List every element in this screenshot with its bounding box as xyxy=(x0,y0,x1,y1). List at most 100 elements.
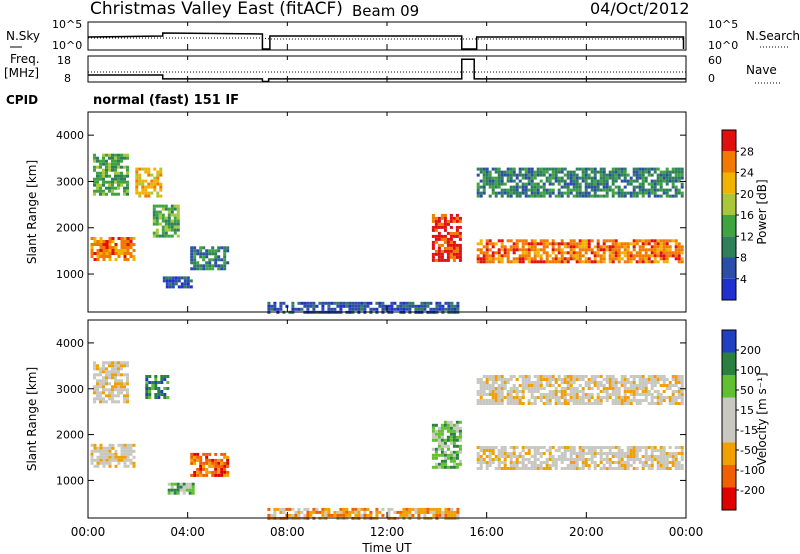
echo-cell xyxy=(629,464,633,467)
echo-cell xyxy=(199,461,203,465)
echo-cell xyxy=(381,513,385,517)
echo-cell xyxy=(584,452,588,455)
echo-cell xyxy=(102,379,105,383)
echo-cell xyxy=(635,173,639,177)
echo-cell xyxy=(494,381,498,384)
echo-cell xyxy=(431,258,435,262)
echo-cell xyxy=(536,260,540,264)
echo-cell xyxy=(668,402,672,405)
echo-cell xyxy=(599,188,603,192)
echo-cell xyxy=(509,179,513,183)
echo-cell xyxy=(608,387,612,390)
echo-cell xyxy=(611,251,615,255)
echo-cell xyxy=(677,461,681,464)
echo-cell xyxy=(605,452,609,455)
echo-cell xyxy=(500,191,504,195)
echo-cell xyxy=(333,301,337,305)
echo-cell xyxy=(596,387,600,390)
echo-cell xyxy=(674,254,678,258)
echo-cell xyxy=(435,307,439,311)
echo-cell xyxy=(674,242,678,246)
echo-cell xyxy=(557,378,561,381)
echo-cell xyxy=(575,455,579,458)
echo-cell xyxy=(518,402,522,405)
echo-cell xyxy=(476,188,480,192)
echo-cell xyxy=(557,179,561,183)
echo-cell xyxy=(193,473,197,477)
echo-cell xyxy=(102,180,105,184)
echo-cell xyxy=(491,185,495,189)
echo-cell xyxy=(614,239,618,243)
echo-cell xyxy=(596,182,600,186)
echo-cell xyxy=(165,282,169,286)
echo-cell xyxy=(587,393,591,396)
echo-cell xyxy=(641,375,645,378)
echo-cell xyxy=(160,378,164,381)
echo-cell xyxy=(354,513,358,517)
echo-cell xyxy=(524,464,528,467)
echo-cell xyxy=(647,393,651,396)
echo-cell xyxy=(123,249,127,252)
echo-cell xyxy=(530,402,534,405)
echo-cell xyxy=(488,248,492,252)
echo-cell xyxy=(626,182,630,186)
echo-cell xyxy=(578,167,582,171)
echo-cell xyxy=(671,239,675,243)
echo-cell xyxy=(369,510,373,514)
nsearch-tick-top: 10^5 xyxy=(708,18,738,31)
echo-cell xyxy=(629,458,633,461)
echo-cell xyxy=(551,375,555,378)
echo-cell xyxy=(173,488,177,492)
echo-cell xyxy=(147,173,151,177)
echo-cell xyxy=(494,242,498,246)
echo-cell xyxy=(638,239,642,243)
echo-cell xyxy=(566,260,570,264)
echo-cell xyxy=(120,364,123,368)
echo-cell xyxy=(635,455,639,458)
echo-cell xyxy=(569,449,573,452)
echo-cell xyxy=(515,239,519,243)
freq-label: Freq. xyxy=(10,52,40,66)
echo-cell xyxy=(665,248,669,252)
echo-cell xyxy=(220,264,224,268)
echo-cell xyxy=(170,204,174,208)
echo-cell xyxy=(99,243,103,246)
echo-cell xyxy=(446,429,450,433)
echo-cell xyxy=(677,402,681,405)
echo-cell xyxy=(449,216,453,220)
echo-cell xyxy=(563,182,567,186)
echo-cell xyxy=(117,382,120,386)
echo-cell xyxy=(157,387,161,390)
echo-cell xyxy=(632,399,636,402)
echo-cell xyxy=(638,182,642,186)
echo-cell xyxy=(554,393,558,396)
echo-cell xyxy=(608,173,612,177)
echo-cell xyxy=(569,467,573,470)
echo-cell xyxy=(214,261,218,265)
echo-cell xyxy=(446,222,450,226)
echo-cell xyxy=(399,510,403,514)
echo-cell xyxy=(339,307,343,311)
echo-cell xyxy=(497,239,501,243)
echo-cell xyxy=(111,364,114,368)
echo-cell xyxy=(497,378,501,381)
echo-cell xyxy=(581,194,585,198)
echo-cell xyxy=(182,485,186,489)
echo-cell xyxy=(605,458,609,461)
echo-cell xyxy=(164,219,168,223)
echo-cell xyxy=(446,258,450,262)
echo-cell xyxy=(647,402,651,405)
echo-cell xyxy=(602,185,606,189)
echo-cell xyxy=(590,378,594,381)
echo-cell xyxy=(545,381,549,384)
echo-cell xyxy=(638,248,642,252)
echo-cell xyxy=(599,173,603,177)
echo-cell xyxy=(557,390,561,393)
colorbar-segment xyxy=(722,193,736,215)
echo-cell xyxy=(452,465,456,469)
echo-cell xyxy=(453,510,457,514)
echo-cell xyxy=(223,461,227,465)
echo-cell xyxy=(635,393,639,396)
